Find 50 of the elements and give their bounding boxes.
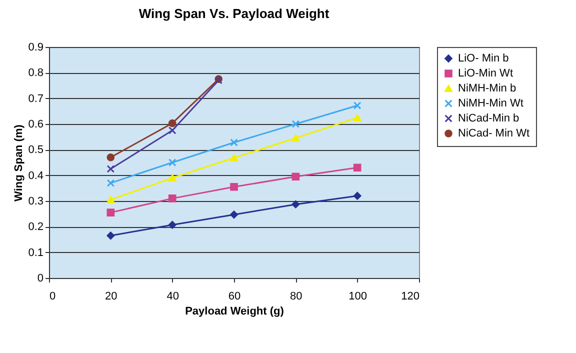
point	[168, 119, 176, 128]
point	[230, 138, 238, 146]
point	[353, 102, 362, 110]
y-tick-label: 0.5	[28, 144, 44, 156]
point	[106, 165, 115, 173]
point	[106, 179, 115, 187]
point	[230, 182, 238, 191]
point	[168, 220, 176, 229]
y-tick-label: 0.6	[28, 118, 44, 130]
x-tick-label: 0	[50, 290, 56, 302]
point	[353, 192, 362, 200]
x-tick-label: 120	[401, 290, 420, 302]
point	[230, 154, 238, 162]
y-tick-label: 0	[37, 272, 44, 284]
point	[292, 134, 300, 142]
point	[168, 194, 176, 202]
x-tick-label: 60	[228, 290, 241, 302]
y-tick-label: 0.1	[28, 246, 44, 259]
y-tick-label: 0.3	[28, 196, 44, 208]
y-tick-label: 0.4	[28, 170, 44, 182]
point	[292, 200, 300, 208]
point	[353, 114, 362, 122]
point	[292, 120, 300, 128]
y-tick-label: 0.8	[28, 67, 44, 80]
y-tick-label: 0.2	[28, 221, 44, 234]
legend-label: NiMH-Min Wt	[458, 98, 524, 110]
point	[168, 126, 176, 134]
chart-title: Wing Span Vs. Payload Weight	[138, 6, 330, 21]
point	[168, 158, 176, 166]
point	[106, 196, 115, 204]
legend-label: NiCad- Min Wt	[458, 128, 530, 140]
point	[106, 153, 115, 162]
point	[230, 210, 238, 219]
point	[106, 208, 115, 216]
x-tick-label: 40	[166, 290, 179, 302]
legend-label: LiO-Min Wt	[458, 68, 513, 80]
point	[168, 174, 176, 182]
y-axis-title: Wing Span (m)	[13, 124, 26, 202]
x-axis-title: Payload Weight (g)	[185, 306, 284, 318]
y-tick-label: 0.9	[28, 42, 44, 54]
y-tick-label: 0.7	[28, 92, 44, 105]
legend-label: NiCad-Min b	[458, 112, 520, 124]
legend-label: LiO- Min b	[458, 52, 509, 64]
x-tick-label: 100	[348, 290, 368, 302]
point	[106, 232, 115, 240]
point	[353, 164, 362, 172]
x-tick-label: 20	[105, 290, 118, 302]
x-tick-label: 80	[290, 290, 302, 302]
legend-label: NiMH-Min b	[458, 82, 516, 94]
point	[292, 172, 300, 181]
